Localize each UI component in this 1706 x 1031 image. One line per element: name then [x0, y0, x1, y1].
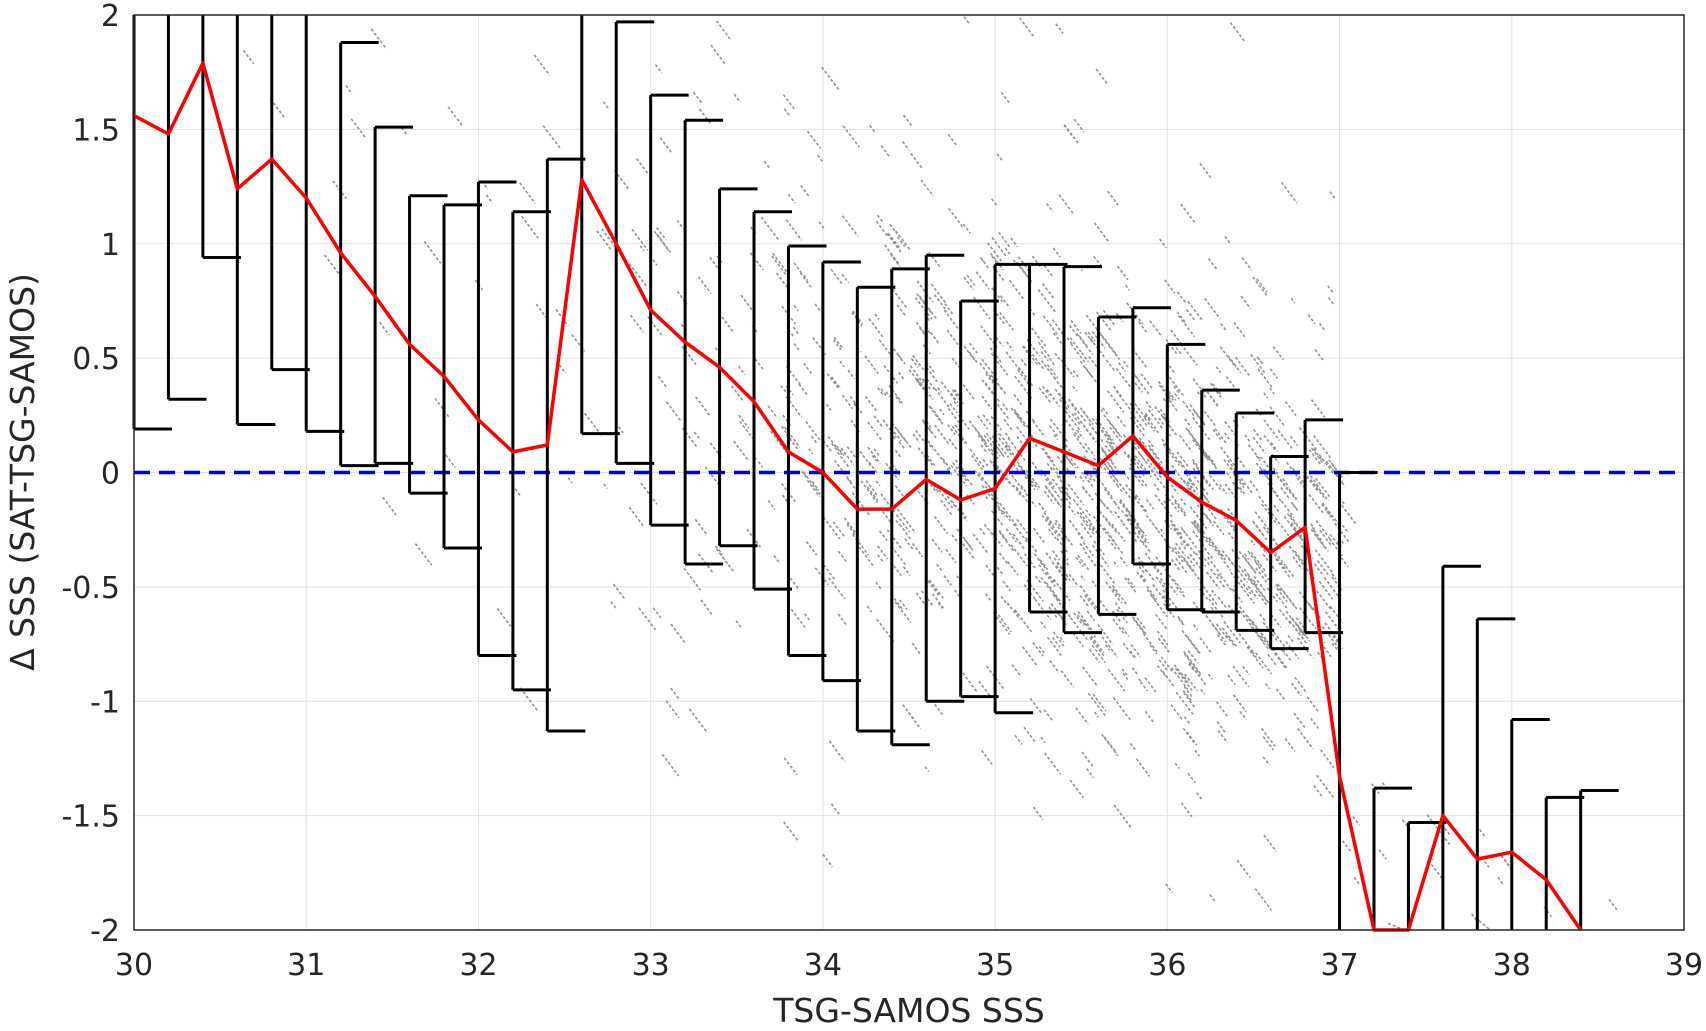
x-tick-labels: 30 31 32 33 34 35 36 37 38 39: [115, 948, 1703, 983]
y-tick-label: -1: [90, 685, 120, 720]
x-tick-label: 39: [1665, 948, 1703, 983]
y-tick-label: 0: [101, 457, 120, 492]
y-tick-label: -0.5: [61, 571, 120, 606]
x-tick-label: 33: [632, 948, 670, 983]
x-tick-label: 37: [1320, 948, 1358, 983]
x-tick-label: 30: [115, 948, 153, 983]
mean-series-line: [133, 61, 1583, 932]
y-axis-label: Δ SSS (SAT-TSG-SAMOS): [3, 273, 42, 671]
plot-frame: [133, 14, 1685, 931]
x-tick-label: 34: [804, 948, 842, 983]
y-tick-label: -1.5: [61, 800, 120, 835]
y-tick-labels: 2 1.5 1 0.5 0 -0.5 -1 -1.5 -2: [61, 0, 120, 949]
x-axis-label: TSG-SAMOS SSS: [772, 991, 1044, 1030]
y-tick-label: 1: [101, 228, 120, 263]
x-tick-label: 31: [287, 948, 325, 983]
x-tick-label: 35: [976, 948, 1014, 983]
y-tick-label: 0.5: [72, 342, 120, 377]
x-tick-label: 36: [1148, 948, 1186, 983]
mean-line: [133, 61, 1583, 932]
x-tick-label: 32: [459, 948, 497, 983]
y-tick-label: 1.5: [72, 113, 120, 148]
y-tick-label: 2: [101, 0, 120, 34]
y-tick-label: -2: [90, 914, 120, 949]
x-tick-label: 38: [1493, 948, 1531, 983]
